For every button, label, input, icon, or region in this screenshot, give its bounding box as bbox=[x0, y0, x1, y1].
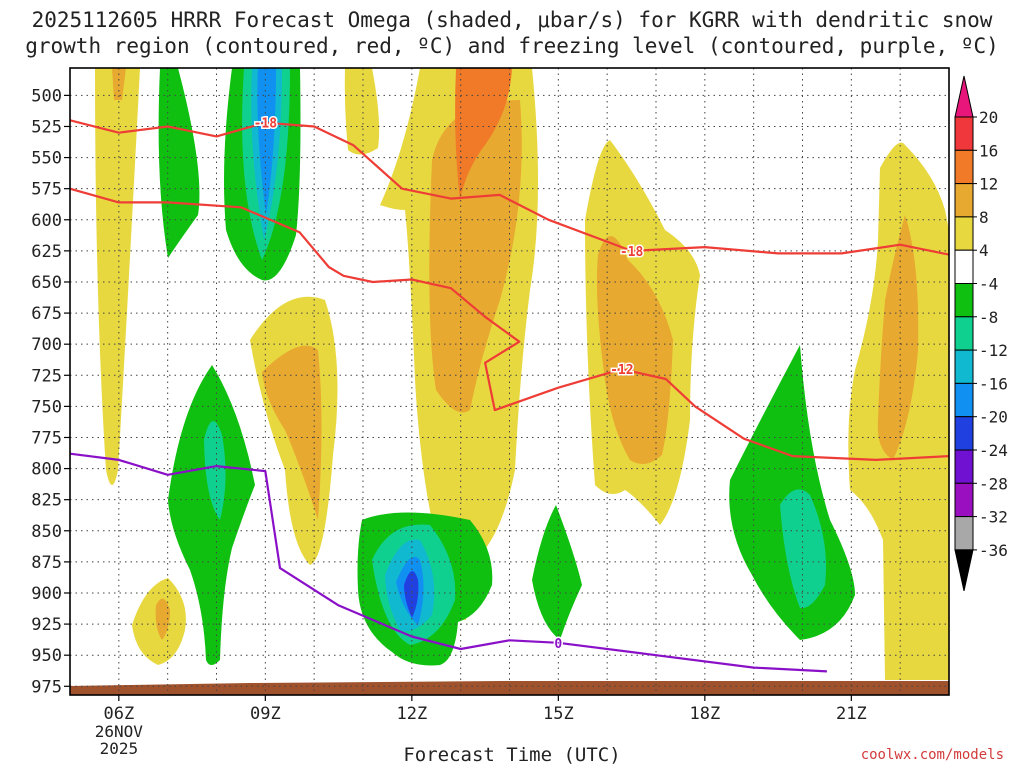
omega-region-pos bbox=[95, 68, 140, 485]
y-tick-label: 775 bbox=[31, 428, 62, 448]
chart-title-line-2: growth region (contoured, red, ºC) and f… bbox=[25, 34, 999, 58]
colorbar-label: -36 bbox=[979, 541, 1008, 560]
dgz-contour-18-label: -18 bbox=[254, 117, 278, 132]
colorbar-label: 12 bbox=[979, 175, 998, 194]
y-tick-label: 600 bbox=[31, 211, 62, 231]
colorbar-swatch bbox=[954, 116, 974, 151]
omega-region-neg bbox=[204, 421, 226, 520]
y-tick-label: 950 bbox=[31, 646, 62, 666]
omega-region-neg bbox=[404, 571, 419, 618]
x-axis-label: Forecast Time (UTC) bbox=[403, 744, 621, 766]
colorbar-swatch bbox=[954, 216, 974, 251]
y-tick-label: 525 bbox=[31, 117, 62, 137]
colorbar-label: 20 bbox=[979, 108, 998, 127]
chart-title-line-1: 2025112605 HRRR Forecast Omega (shaded, … bbox=[31, 8, 993, 32]
y-tick-label: 900 bbox=[31, 584, 62, 604]
colorbar-swatch bbox=[954, 283, 974, 318]
omega-shading bbox=[70, 68, 949, 695]
x-tick-label: 18Z bbox=[689, 704, 720, 724]
colorbar-swatch bbox=[954, 549, 974, 592]
grid-lines bbox=[70, 68, 949, 695]
freezing-level-contour bbox=[70, 452, 827, 673]
colorbar-label: 4 bbox=[979, 241, 989, 260]
y-tick-label: 800 bbox=[31, 460, 62, 480]
x-tick-label: 09Z bbox=[250, 704, 281, 724]
freezing-level-contour-label: 0 bbox=[554, 637, 562, 652]
y-tick-label: 575 bbox=[31, 180, 62, 200]
dgz-contour-18 bbox=[70, 119, 949, 256]
colorbar-swatch bbox=[954, 382, 974, 418]
y-tick-label: 725 bbox=[31, 366, 62, 386]
colorbar-label: -16 bbox=[979, 374, 1008, 393]
dgz-contour-12 bbox=[70, 187, 949, 461]
colorbar: 20 16 12 8 4 -4 -8 -12 -16 -20 -24 -28 -32 -36 bbox=[954, 75, 1008, 592]
colorbar-label: -8 bbox=[979, 308, 998, 327]
x-tick-sublabel: 26NOV bbox=[95, 722, 144, 741]
colorbar-swatch bbox=[954, 482, 974, 518]
omega-region-pos bbox=[455, 68, 512, 200]
ground-surface bbox=[70, 681, 949, 695]
axes: 500 525 550 575 600 625 650 675 700 725 750 775 800 8… bbox=[31, 86, 866, 758]
colorbar-label: -12 bbox=[979, 341, 1008, 360]
x-tick-label: 21Z bbox=[836, 704, 867, 724]
y-tick-label: 650 bbox=[31, 273, 62, 293]
y-tick-label: 875 bbox=[31, 553, 62, 573]
colorbar-swatch bbox=[954, 75, 974, 118]
colorbar-label: 16 bbox=[979, 141, 998, 160]
colorbar-swatch bbox=[954, 449, 974, 484]
colorbar-label: -24 bbox=[979, 441, 1008, 460]
omega-region-neg bbox=[257, 68, 276, 215]
colorbar-label: -28 bbox=[979, 474, 1008, 493]
omega-region-pos bbox=[262, 345, 322, 520]
y-tick-label: 825 bbox=[31, 491, 62, 511]
omega-region-neg bbox=[158, 68, 200, 258]
y-tick-label: 975 bbox=[31, 677, 62, 697]
y-tick-label: 750 bbox=[31, 397, 62, 417]
colorbar-swatch bbox=[954, 183, 974, 218]
y-tick-label: 700 bbox=[31, 335, 62, 355]
x-tick-label: 06Z bbox=[103, 704, 134, 724]
colorbar-swatch bbox=[954, 416, 974, 451]
x-tick-label: 12Z bbox=[396, 704, 427, 724]
colorbar-label: 8 bbox=[979, 208, 989, 227]
y-tick-label: 850 bbox=[31, 522, 62, 542]
omega-region-pos bbox=[155, 598, 170, 640]
colorbar-label: -4 bbox=[979, 275, 998, 294]
contour-lines: -18 -18 -12 0 bbox=[70, 115, 949, 673]
plot-frame bbox=[69, 67, 950, 696]
omega-region-pos bbox=[112, 68, 126, 100]
colorbar-swatch bbox=[954, 349, 974, 384]
credit-link[interactable]: coolwx.com/models bbox=[860, 747, 1004, 763]
dgz-contour-12-label: -12 bbox=[610, 363, 633, 378]
omega-region-pos bbox=[877, 215, 919, 460]
omega-region-neg bbox=[532, 505, 582, 640]
y-tick-label: 625 bbox=[31, 242, 62, 262]
y-tick-label: 500 bbox=[31, 86, 62, 106]
omega-region-neg bbox=[780, 489, 826, 609]
colorbar-label: -20 bbox=[979, 408, 1008, 427]
colorbar-swatch bbox=[954, 149, 974, 185]
colorbar-label: -32 bbox=[979, 508, 1008, 527]
omega-region-neg bbox=[168, 365, 255, 665]
y-tick-label: 675 bbox=[31, 304, 62, 324]
y-tick-label: 925 bbox=[31, 615, 62, 635]
dgz-contour-18-label: -18 bbox=[620, 245, 644, 260]
omega-region-pos bbox=[344, 68, 380, 155]
omega-region-pos bbox=[429, 100, 522, 413]
x-tick-label: 15Z bbox=[543, 704, 574, 724]
colorbar-swatch bbox=[954, 249, 974, 284]
x-tick-sublabel: 2025 bbox=[100, 739, 139, 758]
colorbar-swatch bbox=[954, 516, 974, 551]
y-tick-label: 550 bbox=[31, 149, 62, 169]
omega-region-pos bbox=[596, 236, 673, 464]
colorbar-swatch bbox=[954, 316, 974, 351]
